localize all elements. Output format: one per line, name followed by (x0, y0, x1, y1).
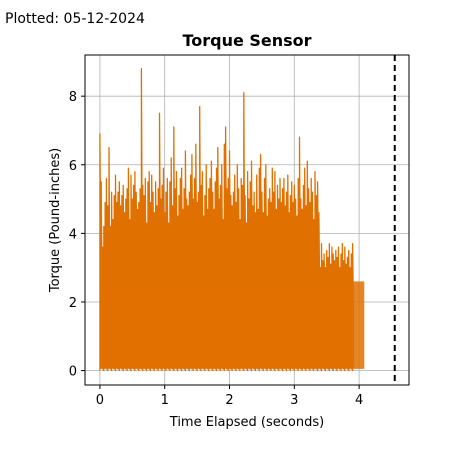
series-torque (99, 68, 365, 372)
x-axis-label: Time Elapsed (seconds) (169, 415, 324, 430)
plotted-date-note: Plotted: 05-12-2024 (5, 11, 145, 27)
y-tick-label: 4 (69, 227, 77, 242)
y-axis-label: Torque (Pound-inches) (48, 148, 63, 293)
x-tick-label: 4 (355, 393, 363, 408)
y-tick-label: 8 (69, 90, 77, 105)
axis-ticks: 0 1 2 3 4 0 2 4 6 8 (69, 90, 364, 408)
series-dense-band (99, 281, 365, 369)
x-tick-label: 0 (96, 393, 104, 408)
x-tick-label: 2 (225, 393, 233, 408)
x-tick-label: 1 (161, 393, 169, 408)
y-tick-label: 2 (69, 296, 77, 311)
y-tick-label: 6 (69, 159, 77, 174)
y-tick-label: 0 (69, 365, 77, 380)
chart-title: Torque Sensor (182, 31, 311, 50)
x-tick-label: 3 (290, 393, 298, 408)
plot-frame (84, 54, 410, 386)
